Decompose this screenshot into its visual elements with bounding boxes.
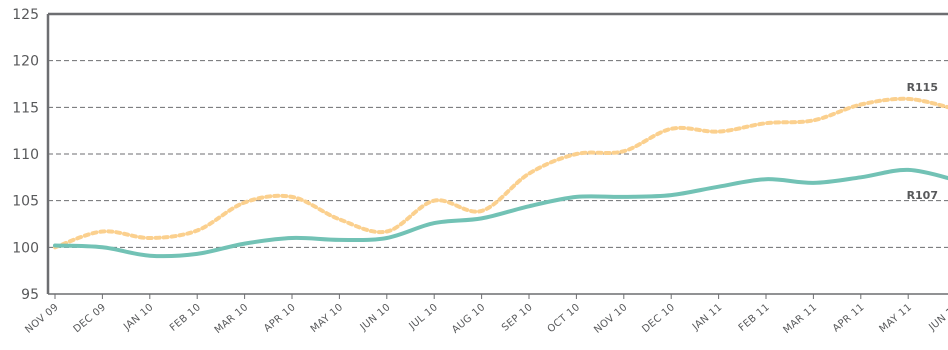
y-tick-label: 95 xyxy=(21,287,39,303)
x-tick-label: DEC 09 xyxy=(72,302,109,335)
x-tick-label: NOV 09 xyxy=(23,302,61,336)
y-tick-label: 100 xyxy=(12,240,39,256)
x-tick-label: MAY 10 xyxy=(309,302,346,335)
y-tick-label: 115 xyxy=(12,100,39,116)
x-tick-label: JAN 10 xyxy=(121,302,156,333)
series-line-dotted xyxy=(53,96,948,250)
series-line-solid xyxy=(53,167,948,259)
axes xyxy=(46,12,948,299)
series-end-label: R107 xyxy=(907,189,938,202)
x-tick-labels: NOV 09 DEC 09 JAN 10 FEB 10 MAR 10 APR 10 MAY … xyxy=(23,302,948,336)
x-tick-label: APR 11 xyxy=(831,302,867,335)
x-tick-label: FEB 10 xyxy=(168,302,203,334)
x-tick-label: FEB 11 xyxy=(737,302,772,334)
y-tick-label: 120 xyxy=(12,54,39,70)
y-tick-label: 125 xyxy=(12,7,39,23)
x-tick-label: SEP 10 xyxy=(500,302,535,334)
x-tick-label: NOV 10 xyxy=(592,302,630,336)
x-tick-label: MAR 11 xyxy=(782,302,820,336)
y-tick-label: 110 xyxy=(12,147,39,163)
x-tick-label: JUL 10 xyxy=(407,302,441,333)
x-tick-label: AUG 10 xyxy=(450,302,487,336)
x-tick-label: MAR 10 xyxy=(213,302,251,336)
y-tick-labels: 95 100 105 110 115 120 125 xyxy=(12,7,39,303)
x-tick-label: OCT 10 xyxy=(546,302,583,335)
series-end-label: R115 xyxy=(907,81,938,94)
x-tick-label: JUN 10 xyxy=(358,302,393,334)
gridlines xyxy=(48,60,948,248)
x-tick-label: JUN 11 xyxy=(927,302,948,334)
series-lines xyxy=(53,96,948,259)
y-tick-label: 105 xyxy=(12,194,39,210)
x-tick-label: JAN 11 xyxy=(690,302,725,333)
x-tick-label: MAY 11 xyxy=(878,302,915,335)
x-tick-label: APR 10 xyxy=(262,302,298,335)
x-tick-label: DEC 10 xyxy=(640,302,677,335)
end-labels: R115 R107 xyxy=(907,81,938,202)
